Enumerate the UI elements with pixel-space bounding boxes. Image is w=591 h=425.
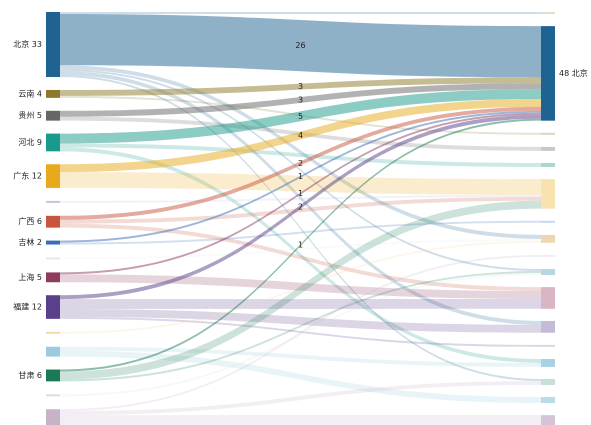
node xyxy=(541,12,555,14)
node xyxy=(46,394,60,397)
node xyxy=(541,359,555,367)
link xyxy=(60,309,541,333)
node xyxy=(46,89,60,98)
node-label: 云南 4 xyxy=(18,88,42,98)
link-label: 3 xyxy=(298,95,303,104)
node xyxy=(46,331,60,334)
node-label: 上海 5 xyxy=(18,272,42,282)
node-label: 48 北京 xyxy=(559,68,588,78)
node xyxy=(46,133,60,152)
link xyxy=(60,71,541,325)
link xyxy=(60,196,541,224)
link xyxy=(60,75,541,382)
node-label: 北京 33 xyxy=(13,39,42,49)
node xyxy=(46,295,60,319)
link xyxy=(60,274,541,299)
link xyxy=(60,200,541,380)
link xyxy=(60,298,541,310)
node xyxy=(541,220,555,223)
node xyxy=(46,240,60,245)
link xyxy=(60,273,541,397)
link xyxy=(60,99,541,173)
node xyxy=(541,26,555,121)
link-label: 5 xyxy=(298,112,303,121)
node xyxy=(541,179,555,209)
link xyxy=(60,316,541,347)
node xyxy=(541,415,555,425)
link xyxy=(60,147,541,363)
node-label: 河北 9 xyxy=(18,137,42,147)
node xyxy=(46,12,60,78)
node xyxy=(46,369,60,382)
node xyxy=(46,346,60,357)
link xyxy=(60,350,541,404)
node xyxy=(541,163,555,167)
link xyxy=(60,254,541,412)
link xyxy=(60,194,541,203)
link xyxy=(60,77,541,96)
link xyxy=(60,114,541,300)
node xyxy=(46,200,60,203)
node xyxy=(541,132,555,135)
link xyxy=(60,12,541,14)
link xyxy=(60,220,541,245)
node-label: 吉林 2 xyxy=(18,237,42,247)
link xyxy=(60,106,541,220)
link xyxy=(60,13,541,78)
link-label: 1 xyxy=(298,241,303,250)
link-label: 2 xyxy=(298,159,303,168)
link xyxy=(60,240,541,334)
link-label: 1 xyxy=(298,189,303,198)
node xyxy=(46,164,60,188)
link-label: 4 xyxy=(298,131,303,140)
node xyxy=(541,320,555,333)
node xyxy=(541,146,555,151)
link xyxy=(60,172,541,195)
node xyxy=(46,215,60,228)
link-label: 26 xyxy=(295,41,305,50)
link xyxy=(60,112,541,275)
link xyxy=(60,271,541,382)
node xyxy=(46,257,60,260)
link-label: 3 xyxy=(298,82,303,91)
link xyxy=(60,381,541,416)
link xyxy=(60,415,541,425)
node xyxy=(541,234,555,243)
node-label: 福建 12 xyxy=(13,302,42,312)
node xyxy=(541,344,555,347)
link xyxy=(60,346,541,367)
node-label: 甘肃 6 xyxy=(18,370,42,380)
node-label: 贵州 5 xyxy=(18,110,42,120)
node xyxy=(541,379,555,385)
link xyxy=(60,110,541,243)
node xyxy=(541,397,555,404)
link xyxy=(60,83,541,117)
link-label: 1 xyxy=(298,172,303,181)
link xyxy=(60,118,541,372)
link xyxy=(60,238,541,260)
node xyxy=(541,269,555,275)
links xyxy=(60,12,541,425)
node xyxy=(541,254,555,257)
link xyxy=(60,89,541,144)
link-label: 2 xyxy=(298,202,303,211)
node xyxy=(46,272,60,283)
node xyxy=(46,409,60,425)
node-label: 广西 6 xyxy=(18,216,42,226)
link xyxy=(60,69,541,272)
link xyxy=(60,65,541,239)
node xyxy=(541,287,555,309)
node-label: 广东 12 xyxy=(13,171,42,181)
link xyxy=(60,143,541,167)
link xyxy=(60,223,541,292)
node xyxy=(46,110,60,121)
